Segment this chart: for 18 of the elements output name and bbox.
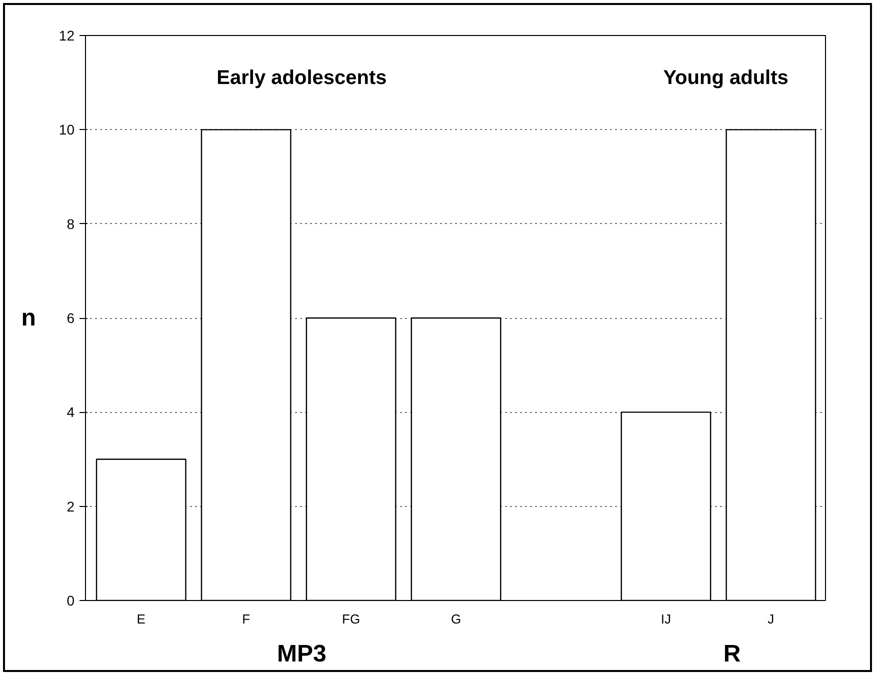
text: R bbox=[723, 640, 741, 668]
x-tick-label: IJ bbox=[660, 612, 672, 626]
y-tick-label: 6 bbox=[66, 310, 75, 326]
y-tick-label: 0 bbox=[66, 592, 75, 608]
y-tick-label: 2 bbox=[66, 498, 75, 514]
y-axis-title: n bbox=[21, 304, 36, 332]
x-tick-label: FG bbox=[342, 612, 360, 626]
annotation: Early adolescents bbox=[216, 66, 387, 89]
annotation: Young adults bbox=[663, 66, 788, 89]
x-tick-label: G bbox=[450, 612, 462, 626]
x-tick-label: J bbox=[768, 612, 774, 626]
y-tick-label: 8 bbox=[66, 216, 75, 232]
y-tick-label: 10 bbox=[58, 122, 75, 138]
text: MP3 bbox=[277, 640, 326, 668]
x-tick-label: F bbox=[242, 612, 250, 626]
y-tick-label: 4 bbox=[66, 404, 75, 420]
x-tick-label: E bbox=[136, 612, 146, 626]
y-tick-label: 12 bbox=[58, 28, 75, 44]
